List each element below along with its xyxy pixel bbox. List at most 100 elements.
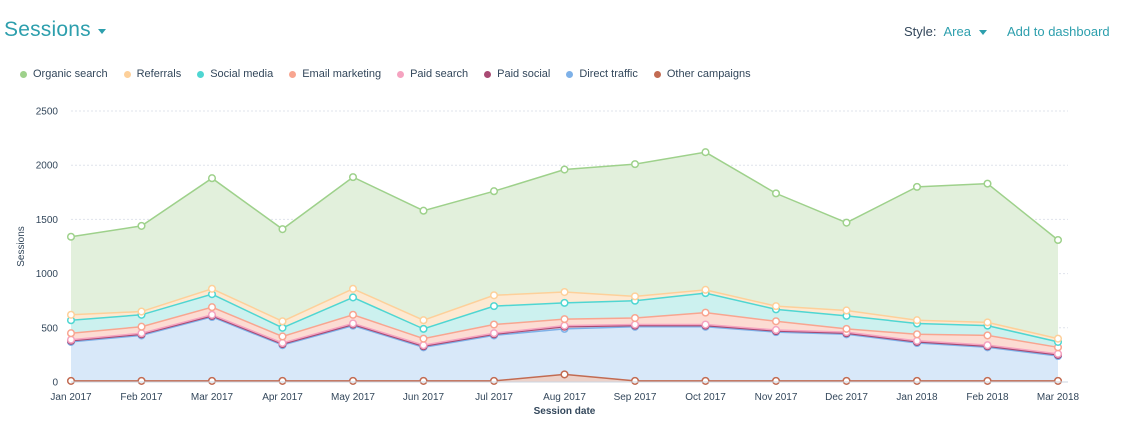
data-point[interactable]: [207, 284, 217, 293]
legend-item[interactable]: Referrals: [123, 68, 181, 80]
data-point[interactable]: [419, 334, 428, 343]
data-point[interactable]: [278, 323, 287, 332]
data-point[interactable]: [1053, 235, 1063, 245]
report-title-dropdown[interactable]: Sessions: [4, 18, 106, 42]
data-point[interactable]: [66, 310, 76, 319]
data-point[interactable]: [489, 376, 499, 385]
data-point[interactable]: [207, 174, 217, 183]
data-point[interactable]: [137, 221, 146, 230]
data-point[interactable]: [207, 376, 217, 385]
data-point[interactable]: [489, 329, 499, 338]
data-point[interactable]: [419, 206, 428, 215]
data-point[interactable]: [419, 376, 428, 385]
legend-item[interactable]: Organic search: [20, 68, 108, 80]
add-to-dashboard-link[interactable]: Add to dashboard: [1007, 24, 1110, 39]
data-point[interactable]: [630, 292, 640, 301]
data-point[interactable]: [701, 285, 710, 294]
data-point[interactable]: [701, 320, 710, 329]
data-point[interactable]: [1053, 349, 1063, 358]
data-point[interactable]: [983, 376, 992, 385]
x-axis-ticks: Jan 2017 Feb 2017 Mar 2017 Apr 2017 May 2017…: [50, 392, 1079, 403]
data-point[interactable]: [630, 313, 640, 323]
data-point[interactable]: [912, 182, 922, 191]
data-point[interactable]: [278, 338, 287, 348]
data-point[interactable]: [489, 302, 499, 311]
data-point[interactable]: [207, 310, 217, 319]
data-point[interactable]: [842, 306, 851, 315]
data-point[interactable]: [842, 218, 851, 227]
data-point[interactable]: [348, 319, 358, 328]
data-point[interactable]: [771, 189, 781, 198]
chart-points: [66, 148, 1063, 385]
data-point[interactable]: [983, 331, 992, 340]
data-point[interactable]: [66, 232, 76, 241]
data-point[interactable]: [771, 317, 781, 326]
legend-item[interactable]: Other campaigns: [653, 68, 751, 80]
data-point[interactable]: [560, 287, 569, 297]
data-point[interactable]: [66, 376, 76, 385]
data-point[interactable]: [66, 335, 76, 344]
data-point[interactable]: [771, 302, 781, 311]
data-point[interactable]: [278, 225, 287, 234]
x-tick-label: Aug 2017: [543, 392, 586, 403]
legend-item[interactable]: Paid social: [484, 68, 550, 80]
data-point[interactable]: [419, 341, 428, 350]
data-point[interactable]: [912, 316, 922, 325]
data-point[interactable]: [348, 376, 358, 385]
legend-swatch: [566, 70, 574, 78]
y-axis-title: Sessions: [16, 226, 27, 267]
legend-item[interactable]: Email marketing: [289, 68, 381, 80]
data-point[interactable]: [912, 336, 922, 345]
legend-item[interactable]: Direct traffic: [566, 68, 638, 80]
data-point[interactable]: [137, 307, 146, 316]
data-point[interactable]: [701, 148, 710, 157]
data-point[interactable]: [771, 325, 781, 335]
data-point[interactable]: [278, 332, 287, 341]
data-point[interactable]: [560, 165, 569, 174]
data-point[interactable]: [348, 284, 358, 293]
data-point[interactable]: [701, 376, 710, 385]
data-point[interactable]: [842, 376, 851, 385]
data-point[interactable]: [771, 376, 781, 385]
data-point[interactable]: [1053, 376, 1063, 385]
data-point[interactable]: [489, 291, 499, 300]
data-point[interactable]: [630, 160, 640, 169]
data-point[interactable]: [560, 298, 569, 307]
data-point[interactable]: [348, 293, 358, 302]
data-point[interactable]: [983, 179, 992, 188]
data-point[interactable]: [207, 303, 217, 312]
chart-style-control: Style: Area: [904, 24, 987, 39]
data-point[interactable]: [419, 324, 428, 333]
legend-item[interactable]: Social media: [197, 68, 273, 80]
chart-areas: [71, 152, 1058, 382]
data-point[interactable]: [278, 317, 287, 326]
x-tick-label: Jan 2017: [50, 392, 92, 403]
data-point[interactable]: [560, 321, 569, 330]
data-point[interactable]: [137, 322, 146, 331]
style-dropdown[interactable]: Area: [944, 24, 987, 39]
data-point[interactable]: [630, 320, 640, 329]
legend-item[interactable]: Paid search: [397, 68, 468, 80]
x-tick-label: Feb 2018: [966, 392, 1009, 403]
data-point[interactable]: [489, 187, 499, 196]
data-point[interactable]: [560, 370, 569, 379]
data-point[interactable]: [701, 308, 710, 317]
data-point[interactable]: [137, 329, 146, 338]
data-point[interactable]: [1053, 334, 1063, 343]
data-point[interactable]: [912, 376, 922, 385]
data-point[interactable]: [419, 316, 428, 325]
data-point[interactable]: [983, 341, 992, 350]
data-point[interactable]: [630, 376, 640, 385]
legend-label: Paid social: [497, 68, 551, 80]
data-point[interactable]: [348, 310, 358, 319]
data-point[interactable]: [278, 376, 287, 385]
data-point[interactable]: [560, 315, 569, 324]
data-point[interactable]: [983, 318, 992, 327]
x-tick-label: Feb 2017: [120, 392, 163, 403]
data-point[interactable]: [348, 173, 358, 182]
data-point[interactable]: [489, 320, 499, 329]
data-point[interactable]: [842, 324, 851, 333]
data-point[interactable]: [912, 330, 922, 339]
data-point[interactable]: [137, 376, 146, 385]
data-point[interactable]: [66, 329, 76, 338]
